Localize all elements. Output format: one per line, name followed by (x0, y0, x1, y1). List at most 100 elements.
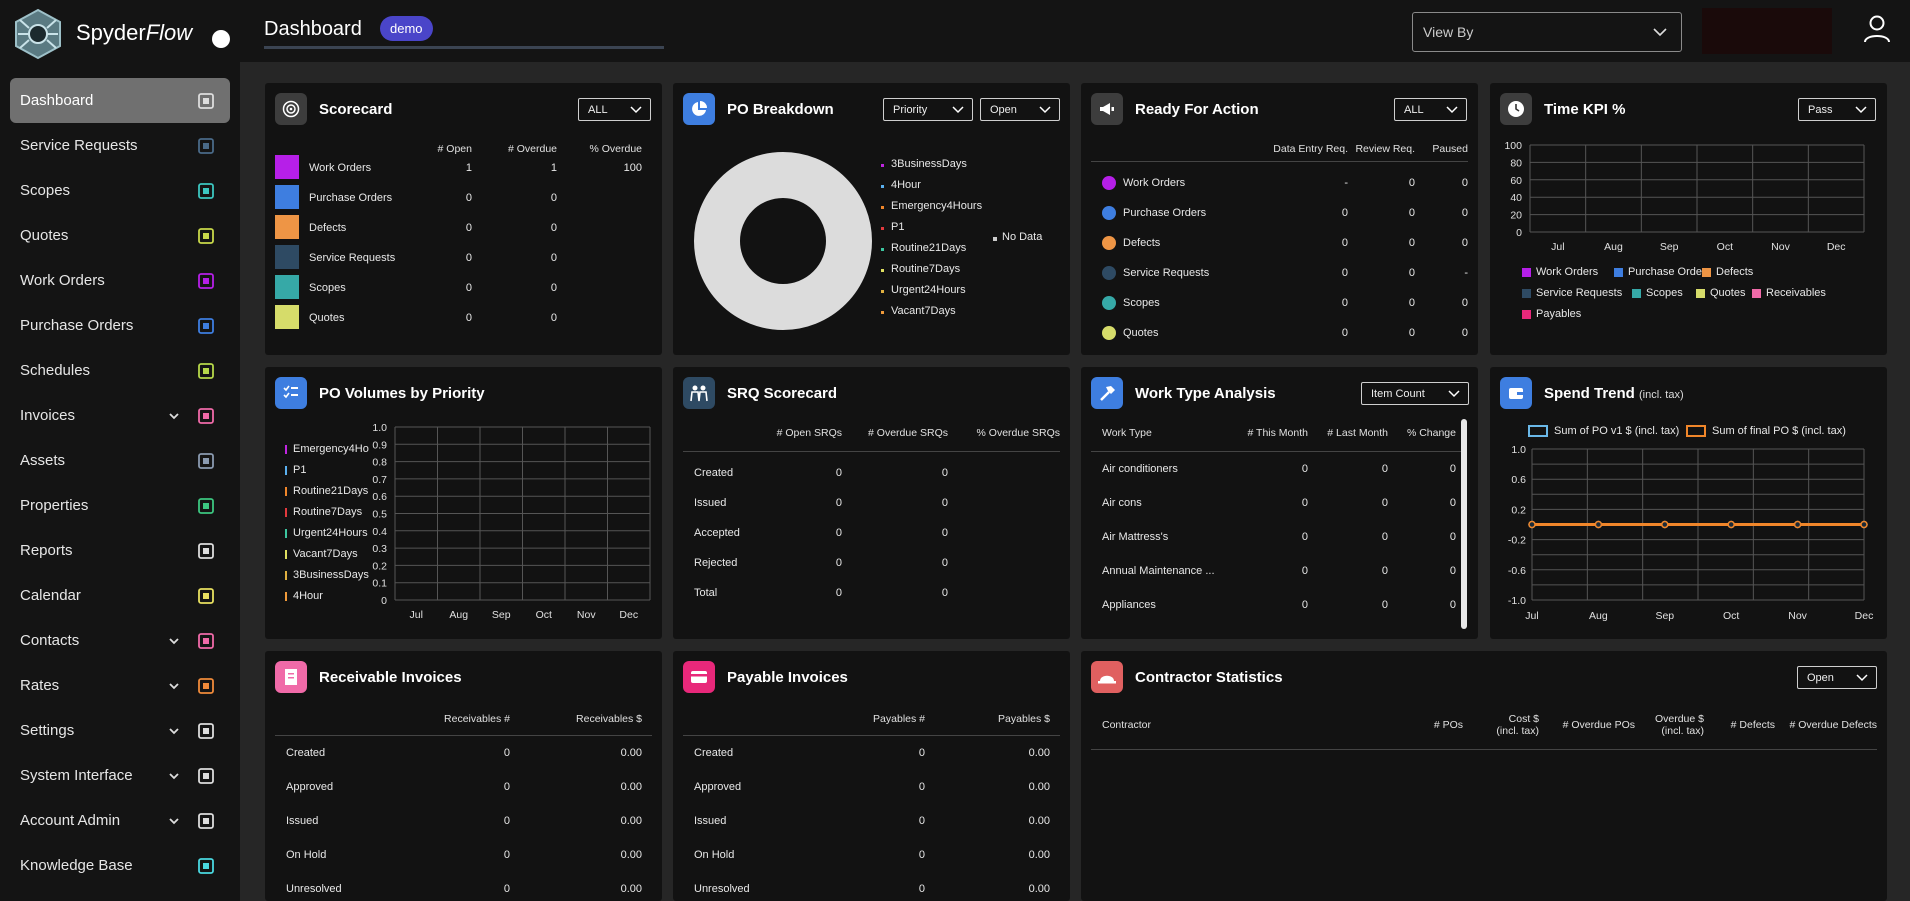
chevron-down-icon[interactable] (168, 815, 180, 827)
legend-swatch (285, 466, 287, 475)
contractor-filter-value: Open (1807, 672, 1834, 684)
view-by-select[interactable]: View By (1412, 12, 1682, 52)
ready-filter[interactable]: ALL (1394, 98, 1467, 121)
contractor-filter[interactable]: Open (1797, 666, 1877, 689)
col-defects: # Defects (1730, 719, 1775, 731)
pov-x-tick: Dec (619, 609, 638, 621)
legend-label: Routine21Days (293, 485, 369, 497)
sidebar-item-scopes[interactable]: Scopes (10, 168, 230, 213)
item-count-filter[interactable]: Item Count (1361, 382, 1469, 405)
legend-swatch (1702, 268, 1711, 277)
sidebar-item-dashboard[interactable]: Dashboard (10, 78, 230, 123)
open-srq-count: 0 (835, 497, 842, 509)
chevron-down-icon[interactable] (168, 680, 180, 692)
review-count: 0 (1408, 327, 1415, 339)
col-overdue-defects: # Overdue Defects (1789, 719, 1877, 731)
row-label: Unresolved (286, 883, 342, 895)
series-color-dot (1102, 176, 1116, 190)
legend-label: Emergency4Hours (891, 200, 983, 212)
chevron-down-icon[interactable] (168, 725, 180, 737)
open-count: 0 (465, 282, 472, 294)
legend-label: Sum of PO v1 $ (incl. tax) (1554, 425, 1680, 437)
legend-swatch (1686, 425, 1706, 437)
row-label: Scopes (309, 282, 346, 294)
chevron-down-icon (1039, 106, 1051, 114)
invoice-amount: 0.00 (620, 781, 642, 793)
sidebar-item-assets[interactable]: Assets (10, 438, 230, 483)
col-change: % Change (1406, 427, 1456, 439)
sidebar-item-label: Purchase Orders (20, 317, 134, 334)
chevron-down-icon[interactable] (168, 770, 180, 782)
sidebar-item-reports[interactable]: Reports (10, 528, 230, 573)
sidebar-item-system-interface[interactable]: System Interface (10, 753, 230, 798)
work-type-scrollbar[interactable] (1461, 419, 1467, 629)
legend-swatch (881, 206, 884, 209)
sidebar-item-work-orders[interactable]: Work Orders (10, 258, 230, 303)
pov-y-tick: 1.0 (372, 422, 387, 434)
paused-count: 0 (1461, 297, 1468, 309)
sidebar-item-contacts[interactable]: Contacts (10, 618, 230, 663)
user-icon[interactable] (1862, 14, 1892, 44)
row-label: Defects (309, 222, 347, 234)
legend-label: Routine7Days (293, 506, 363, 518)
legend-label: Vacant7Days (293, 548, 358, 560)
series-color-swatch (275, 155, 299, 179)
legend-label: Defects (1716, 266, 1754, 278)
col-receivables-count: Receivables # (444, 713, 510, 725)
scorecard-filter[interactable]: ALL (578, 98, 651, 121)
legend-item: Routine21Days (881, 242, 966, 254)
invoice-amount: 0.00 (620, 815, 642, 827)
legend-item: Emergency4Hours (881, 200, 982, 212)
pov-x-tick: Oct (536, 609, 552, 621)
theme-toggle[interactable] (212, 30, 230, 48)
sidebar-item-properties[interactable]: Properties (10, 483, 230, 528)
sidebar-item-rates[interactable]: Rates (10, 663, 230, 708)
legend-swatch (1528, 425, 1548, 437)
logo[interactable]: SpyderFlow (12, 8, 230, 60)
sidebar-item-label: Service Requests (20, 137, 138, 154)
overdue-count: 0 (550, 282, 557, 294)
col-last-month: # Last Month (1327, 427, 1388, 439)
kpi-x-tick: Aug (1604, 241, 1623, 253)
pov-y-tick: 0.3 (372, 543, 387, 555)
spend-y-tick: -0.2 (1508, 535, 1526, 547)
priority-filter[interactable]: Priority (883, 98, 973, 121)
invoice-amount: 0.00 (620, 747, 642, 759)
row-label: Issued (286, 815, 319, 827)
status-filter[interactable]: Open (980, 98, 1060, 121)
legend-swatch (285, 550, 287, 559)
legend-swatch (285, 592, 287, 601)
sidebar-item-service-requests[interactable]: Service Requests (10, 123, 230, 168)
chevron-down-icon[interactable] (168, 635, 180, 647)
work-type-title: Work Type Analysis (1135, 385, 1276, 402)
sidebar-item-purchase-orders[interactable]: Purchase Orders (10, 303, 230, 348)
sidebar-item-invoices[interactable]: Invoices (10, 393, 230, 438)
pass-filter[interactable]: Pass (1798, 98, 1876, 121)
legend-label: Receivables (1766, 287, 1826, 299)
legend-label: Scopes (1646, 287, 1683, 299)
sidebar-item-calendar[interactable]: Calendar (10, 573, 230, 618)
change-pct: 0 (1449, 497, 1456, 509)
sidebar-item-knowledge-base[interactable]: Knowledge Base (10, 843, 230, 888)
spend-y-tick: -0.6 (1508, 565, 1526, 577)
row-label: Annual Maintenance ... (1102, 565, 1215, 577)
chevron-down-icon[interactable] (168, 410, 180, 422)
legend-item: 3BusinessDays (881, 158, 967, 170)
sidebar-item-account-admin[interactable]: Account Admin (10, 798, 230, 843)
kpi-y-tick: 40 (1510, 192, 1522, 204)
ready-for-action-card: Ready For Action ALL Data Entry Req. Rev… (1081, 83, 1478, 355)
sidebar-item-quotes[interactable]: Quotes (10, 213, 230, 258)
sidebar-item-schedules[interactable]: Schedules (10, 348, 230, 393)
spend-x-tick: Dec (1855, 610, 1874, 622)
ready-filter-value: ALL (1404, 104, 1424, 116)
po-breakdown-title: PO Breakdown (727, 101, 834, 118)
col-this-month: # This Month (1247, 427, 1308, 439)
spend-y-tick: 1.0 (1511, 444, 1526, 456)
kpi-y-tick: 100 (1504, 140, 1522, 152)
kpi-x-tick: Oct (1717, 241, 1733, 253)
data-entry-count: 0 (1341, 327, 1348, 339)
bar-chart-icon (198, 93, 214, 109)
row-label: Scopes (1123, 297, 1160, 309)
col-open-srqs: # Open SRQs (776, 427, 842, 439)
sidebar-item-settings[interactable]: Settings (10, 708, 230, 753)
